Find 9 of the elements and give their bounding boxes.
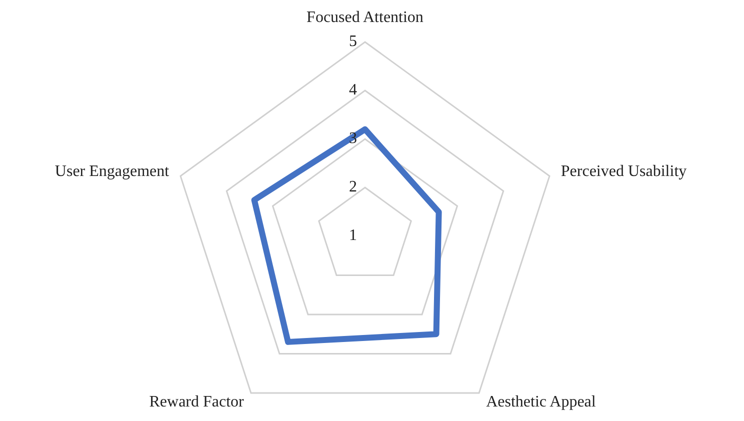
spoke-label: Aesthetic Appeal [486,393,596,410]
y-tick-label: 1 [349,227,357,244]
spoke-label: Reward Factor [149,393,245,410]
spoke-label: Perceived Usability [560,162,687,180]
spoke-label: User Engagement [54,162,170,180]
y-tick-label: 4 [349,82,357,98]
spoke-label: Focused Attention [306,9,424,26]
y-tick-label: 5 [349,33,357,50]
y-tick-label: 2 [349,178,357,196]
